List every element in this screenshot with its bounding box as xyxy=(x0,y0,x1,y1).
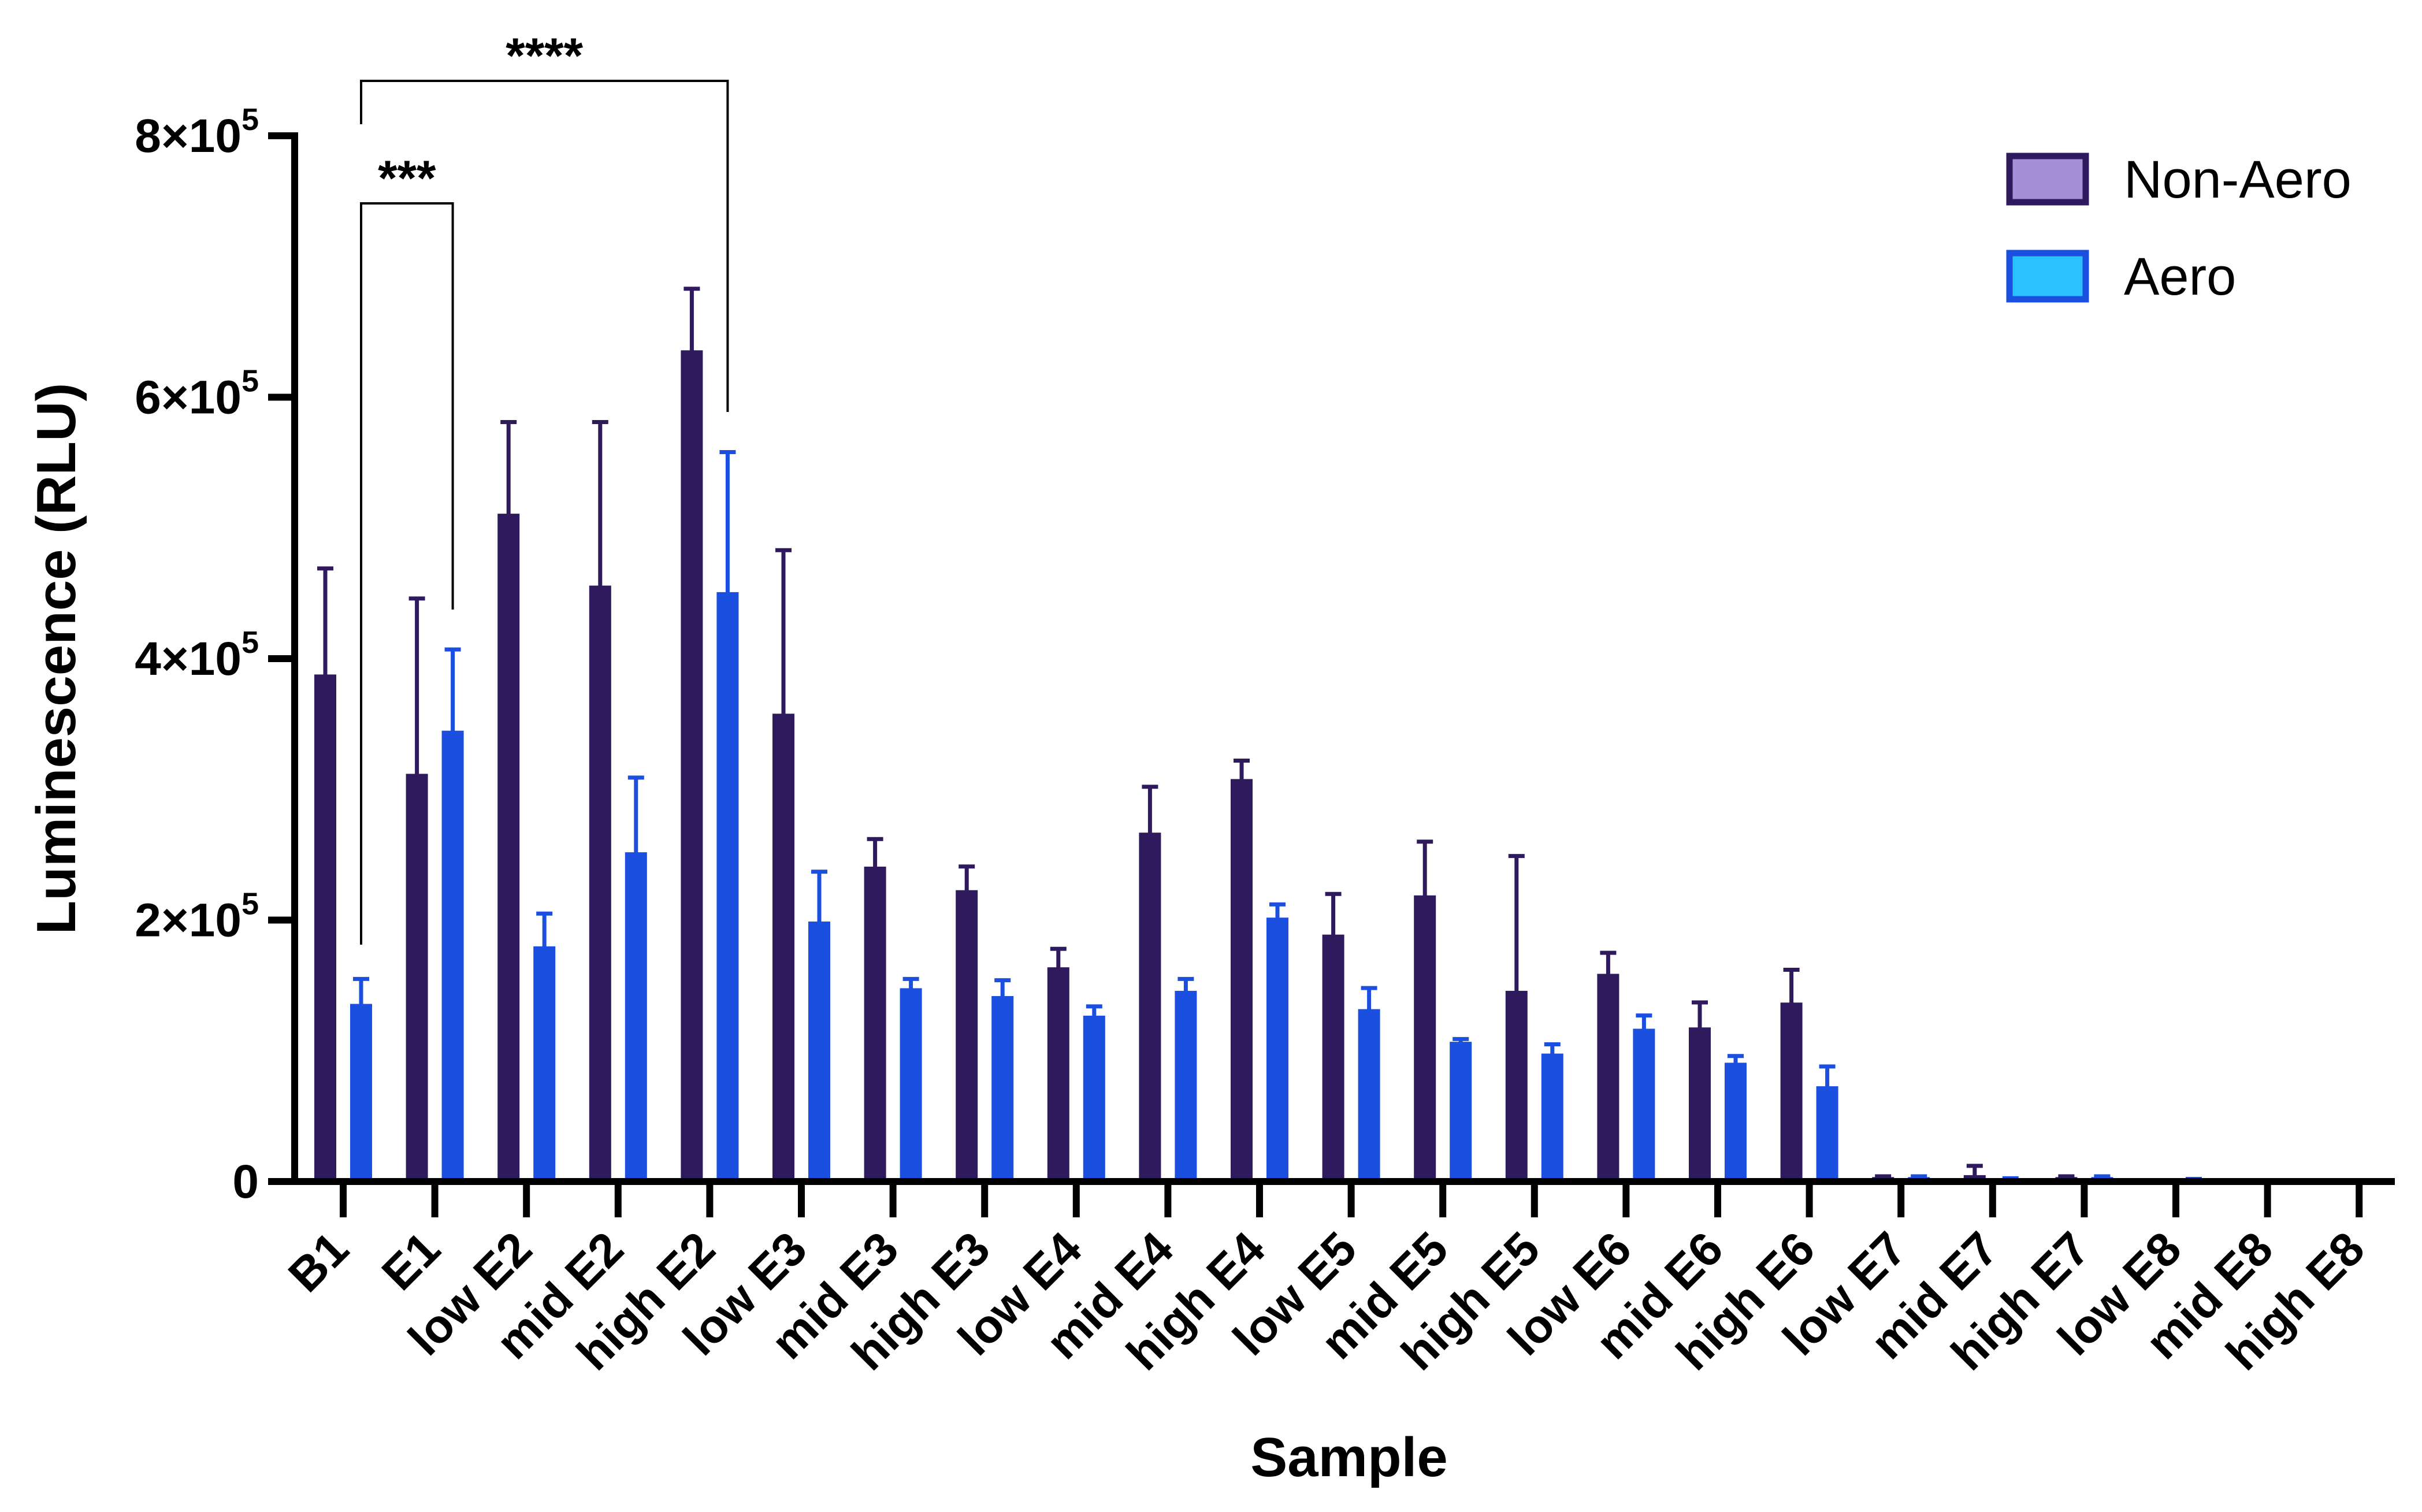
x-tick-label: B1 xyxy=(278,1222,358,1302)
bar-non-aero xyxy=(681,350,703,1183)
bar-aero xyxy=(1358,1009,1380,1183)
significance-bracket xyxy=(360,202,454,945)
bar-aero xyxy=(1725,1063,1747,1183)
bar-non-aero xyxy=(1322,934,1344,1183)
bar-aero xyxy=(900,988,922,1183)
y-tick-label: 2×105 xyxy=(135,887,259,947)
bar-non-aero xyxy=(772,714,794,1183)
y-axis: 0 2×105 4×105 6×105 8×105 xyxy=(135,102,298,1208)
bar-aero xyxy=(1175,990,1197,1183)
bar-non-aero xyxy=(314,674,336,1183)
significance-bracket xyxy=(360,80,729,412)
significance-brackets: ******* xyxy=(360,28,729,945)
bar-non-aero xyxy=(1505,990,1528,1183)
bar-aero xyxy=(808,922,830,1183)
y-tick-label: 0 xyxy=(232,1156,259,1208)
bar-non-aero xyxy=(956,890,978,1183)
bar-aero xyxy=(1633,1028,1655,1183)
bar-aero xyxy=(716,592,739,1183)
bar-aero xyxy=(1816,1086,1838,1183)
legend-label-aero: Aero xyxy=(2124,247,2236,306)
bar-aero xyxy=(1266,917,1288,1183)
bar-non-aero xyxy=(1414,895,1436,1183)
legend-swatch-non-aero xyxy=(2006,153,2089,206)
x-axis-title: Sample xyxy=(1250,1426,1447,1488)
bar-non-aero xyxy=(1047,967,1069,1183)
bar-non-aero xyxy=(1689,1027,1711,1183)
y-tick-label: 6×105 xyxy=(135,364,259,424)
bar-non-aero xyxy=(1780,1002,1803,1183)
significance-label: *** xyxy=(378,151,436,206)
bar-aero xyxy=(441,730,464,1183)
legend: Non-Aero Aero xyxy=(2006,150,2352,306)
bar-non-aero xyxy=(406,774,428,1183)
legend-swatch-aero xyxy=(2006,250,2089,303)
y-axis-title: Luminescence (RLU) xyxy=(25,383,87,935)
bar-non-aero xyxy=(1139,833,1161,1183)
bar-non-aero xyxy=(864,867,886,1183)
bar-non-aero xyxy=(1231,779,1253,1183)
bar-non-aero xyxy=(589,585,611,1183)
bar-aero xyxy=(350,1004,372,1183)
y-tick-label: 4×105 xyxy=(135,625,259,685)
bars xyxy=(314,287,2387,1183)
bar-aero xyxy=(625,852,647,1183)
bar-non-aero xyxy=(497,514,520,1183)
bar-aero xyxy=(1541,1053,1563,1183)
bar-aero xyxy=(1083,1015,1105,1183)
significance-label: **** xyxy=(506,28,583,84)
legend-label-non-aero: Non-Aero xyxy=(2124,150,2352,209)
bar-aero xyxy=(533,946,556,1183)
y-tick-label: 8×105 xyxy=(135,102,259,162)
bar-aero xyxy=(1450,1042,1472,1183)
bar-aero xyxy=(991,995,1014,1183)
bar-non-aero xyxy=(1597,974,1619,1183)
